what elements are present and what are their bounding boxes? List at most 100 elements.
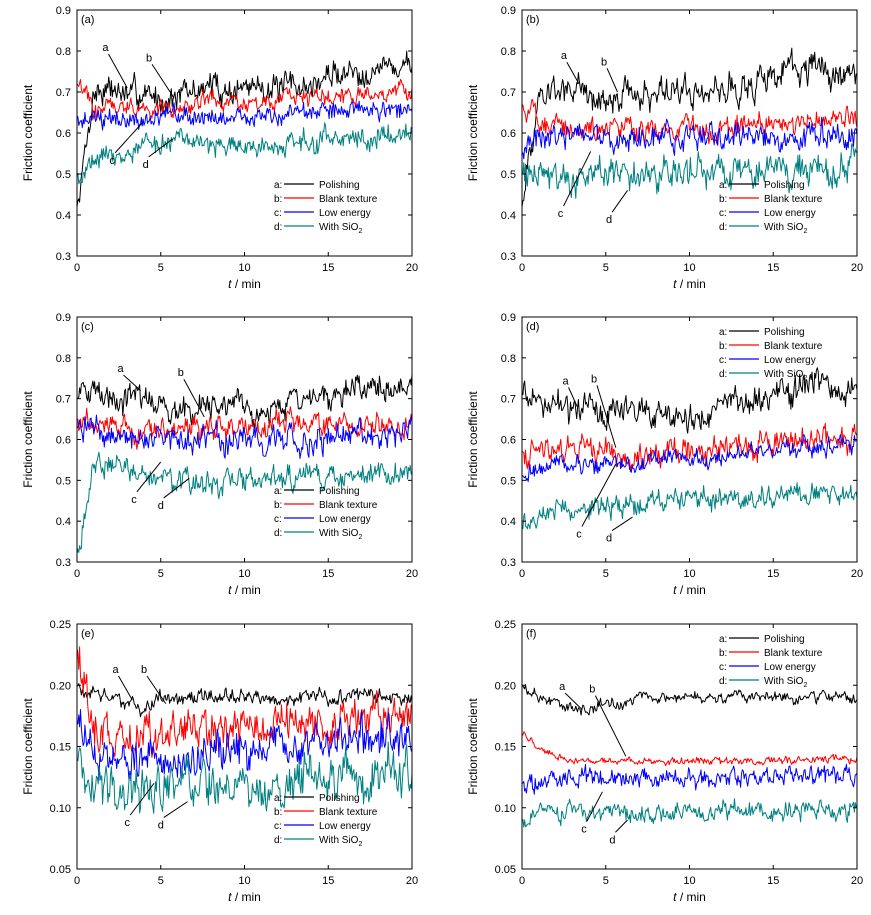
y-tick-label: 0.05 xyxy=(50,864,71,876)
annotation-a: a xyxy=(112,664,119,676)
legend-label-text: With SiO xyxy=(319,835,359,846)
chart-panel-2: 0 5 10 15 20 0.3 0.4 0.5 0.6 0.7 0.8 0.9 (b) Friction… xyxy=(466,5,863,291)
annotation-b: b xyxy=(146,52,152,64)
y-tick-label: 0.25 xyxy=(495,619,516,631)
legend-label-d: With SiO2 xyxy=(319,835,362,848)
series-line-a xyxy=(76,683,413,718)
series-line-d xyxy=(76,741,413,814)
x-tick-label: 20 xyxy=(406,568,418,580)
y-axis-label: Friction coefficient xyxy=(466,698,480,795)
annotation-leader xyxy=(136,461,162,493)
x-axis-label-unit: / min xyxy=(677,277,706,291)
legend-label-text: With SiO xyxy=(319,528,359,539)
y-tick-label: 0.4 xyxy=(56,210,71,222)
annotation-leader xyxy=(606,68,618,93)
annotation-a: a xyxy=(561,50,568,62)
legend-label-text: Low energy xyxy=(319,514,371,525)
legend-label-text: Blank texture xyxy=(764,194,823,205)
annotation-c: c xyxy=(109,155,115,167)
panel-label: (d) xyxy=(526,321,539,333)
legend-label-text: Blank texture xyxy=(319,194,378,205)
x-tick-label: 20 xyxy=(851,875,863,887)
series-line-a xyxy=(521,47,858,207)
series-line-a xyxy=(76,50,413,207)
annotation-leader xyxy=(564,692,583,711)
y-tick-label: 0.4 xyxy=(501,210,516,222)
x-tick-label: 0 xyxy=(74,568,80,580)
y-axis-label: Friction coefficient xyxy=(21,698,35,795)
y-tick-label: 0.7 xyxy=(56,394,71,406)
legend-label-text: Polishing xyxy=(764,180,805,191)
y-tick-label: 0.20 xyxy=(495,680,516,692)
annotation-leader xyxy=(123,374,141,391)
legend-key-a: a: xyxy=(274,793,282,804)
series-line-d xyxy=(521,798,858,828)
x-axis-label-unit: / min xyxy=(232,277,261,291)
x-tick-label: 15 xyxy=(322,568,334,580)
legend-label-subscript: 2 xyxy=(803,682,807,689)
chart-panel-6: 0 5 10 15 20 0.05 0.10 0.15 0.20 0.25 (f) Friction … xyxy=(466,619,863,904)
x-tick-label: 0 xyxy=(74,875,80,887)
legend-label-b: Blank texture xyxy=(764,341,823,352)
x-tick-label: 0 xyxy=(519,875,525,887)
y-tick-label: 0.3 xyxy=(501,251,516,263)
legend-label-d: With SiO2 xyxy=(764,222,807,235)
x-tick-label: 10 xyxy=(238,568,250,580)
series-line-a xyxy=(521,367,858,434)
x-axis-label-var: t xyxy=(673,277,677,291)
legend-key-b: b: xyxy=(274,807,282,818)
y-tick-label: 0.6 xyxy=(56,128,71,140)
x-tick-label: 10 xyxy=(238,262,250,274)
x-tick-label: 15 xyxy=(767,262,779,274)
y-tick-label: 0.3 xyxy=(56,251,71,263)
annotation-leader xyxy=(151,63,175,99)
legend-label-text: With SiO xyxy=(764,676,804,687)
chart-panel-3: 0 5 10 15 20 0.3 0.4 0.5 0.6 0.7 0.8 0.9 (c) Friction… xyxy=(21,312,418,597)
legend-key-b: b: xyxy=(719,648,727,659)
series-line-c xyxy=(76,414,413,459)
y-tick-label: 0.05 xyxy=(495,864,516,876)
y-tick-label: 0.8 xyxy=(501,46,516,58)
annotation-leader xyxy=(563,151,592,207)
x-tick-label: 10 xyxy=(683,262,695,274)
series-line-b xyxy=(521,731,858,766)
y-tick-label: 0.4 xyxy=(56,516,71,528)
legend-label-text: Polishing xyxy=(764,327,805,338)
legend-key-b: b: xyxy=(274,194,282,205)
x-axis-label: t / min xyxy=(673,890,706,904)
annotation-b: b xyxy=(601,56,607,68)
legend-label-text: Low energy xyxy=(319,821,371,832)
y-axis-label: Friction coefficient xyxy=(466,84,480,181)
plot-frame xyxy=(521,316,858,563)
annotation-d: d xyxy=(158,820,164,832)
panel-label: (f) xyxy=(526,628,536,640)
legend-key-a: a: xyxy=(274,486,282,497)
annotation-d: d xyxy=(143,159,149,171)
legend-label-subscript: 2 xyxy=(803,228,807,235)
series-line-d xyxy=(521,143,858,199)
x-axis-label-unit: / min xyxy=(677,583,706,597)
x-tick-label: 15 xyxy=(767,875,779,887)
x-tick-label: 0 xyxy=(519,568,525,580)
annotation-leader xyxy=(611,190,628,213)
y-tick-label: 0.5 xyxy=(501,169,516,181)
annotation-c: c xyxy=(558,208,564,220)
annotation-d: d xyxy=(158,500,164,512)
y-tick-label: 0.15 xyxy=(50,742,71,754)
legend-label-subscript: 2 xyxy=(358,841,362,848)
panel-label: (c) xyxy=(81,321,94,333)
annotation-c: c xyxy=(125,817,131,829)
y-tick-label: 0.9 xyxy=(501,312,516,324)
y-tick-label: 0.7 xyxy=(501,394,516,406)
y-tick-label: 0.6 xyxy=(501,128,516,140)
annotation-c: c xyxy=(131,494,137,506)
y-axis-label: Friction coefficient xyxy=(466,391,480,488)
x-tick-label: 20 xyxy=(406,262,418,274)
legend-label-subscript: 2 xyxy=(358,534,362,541)
legend-key-b: b: xyxy=(274,500,282,511)
x-tick-label: 10 xyxy=(683,568,695,580)
annotation-leader xyxy=(129,782,155,816)
legend-key-c: c: xyxy=(719,208,727,219)
legend-key-a: a: xyxy=(719,180,727,191)
x-axis-label: t / min xyxy=(673,583,706,597)
